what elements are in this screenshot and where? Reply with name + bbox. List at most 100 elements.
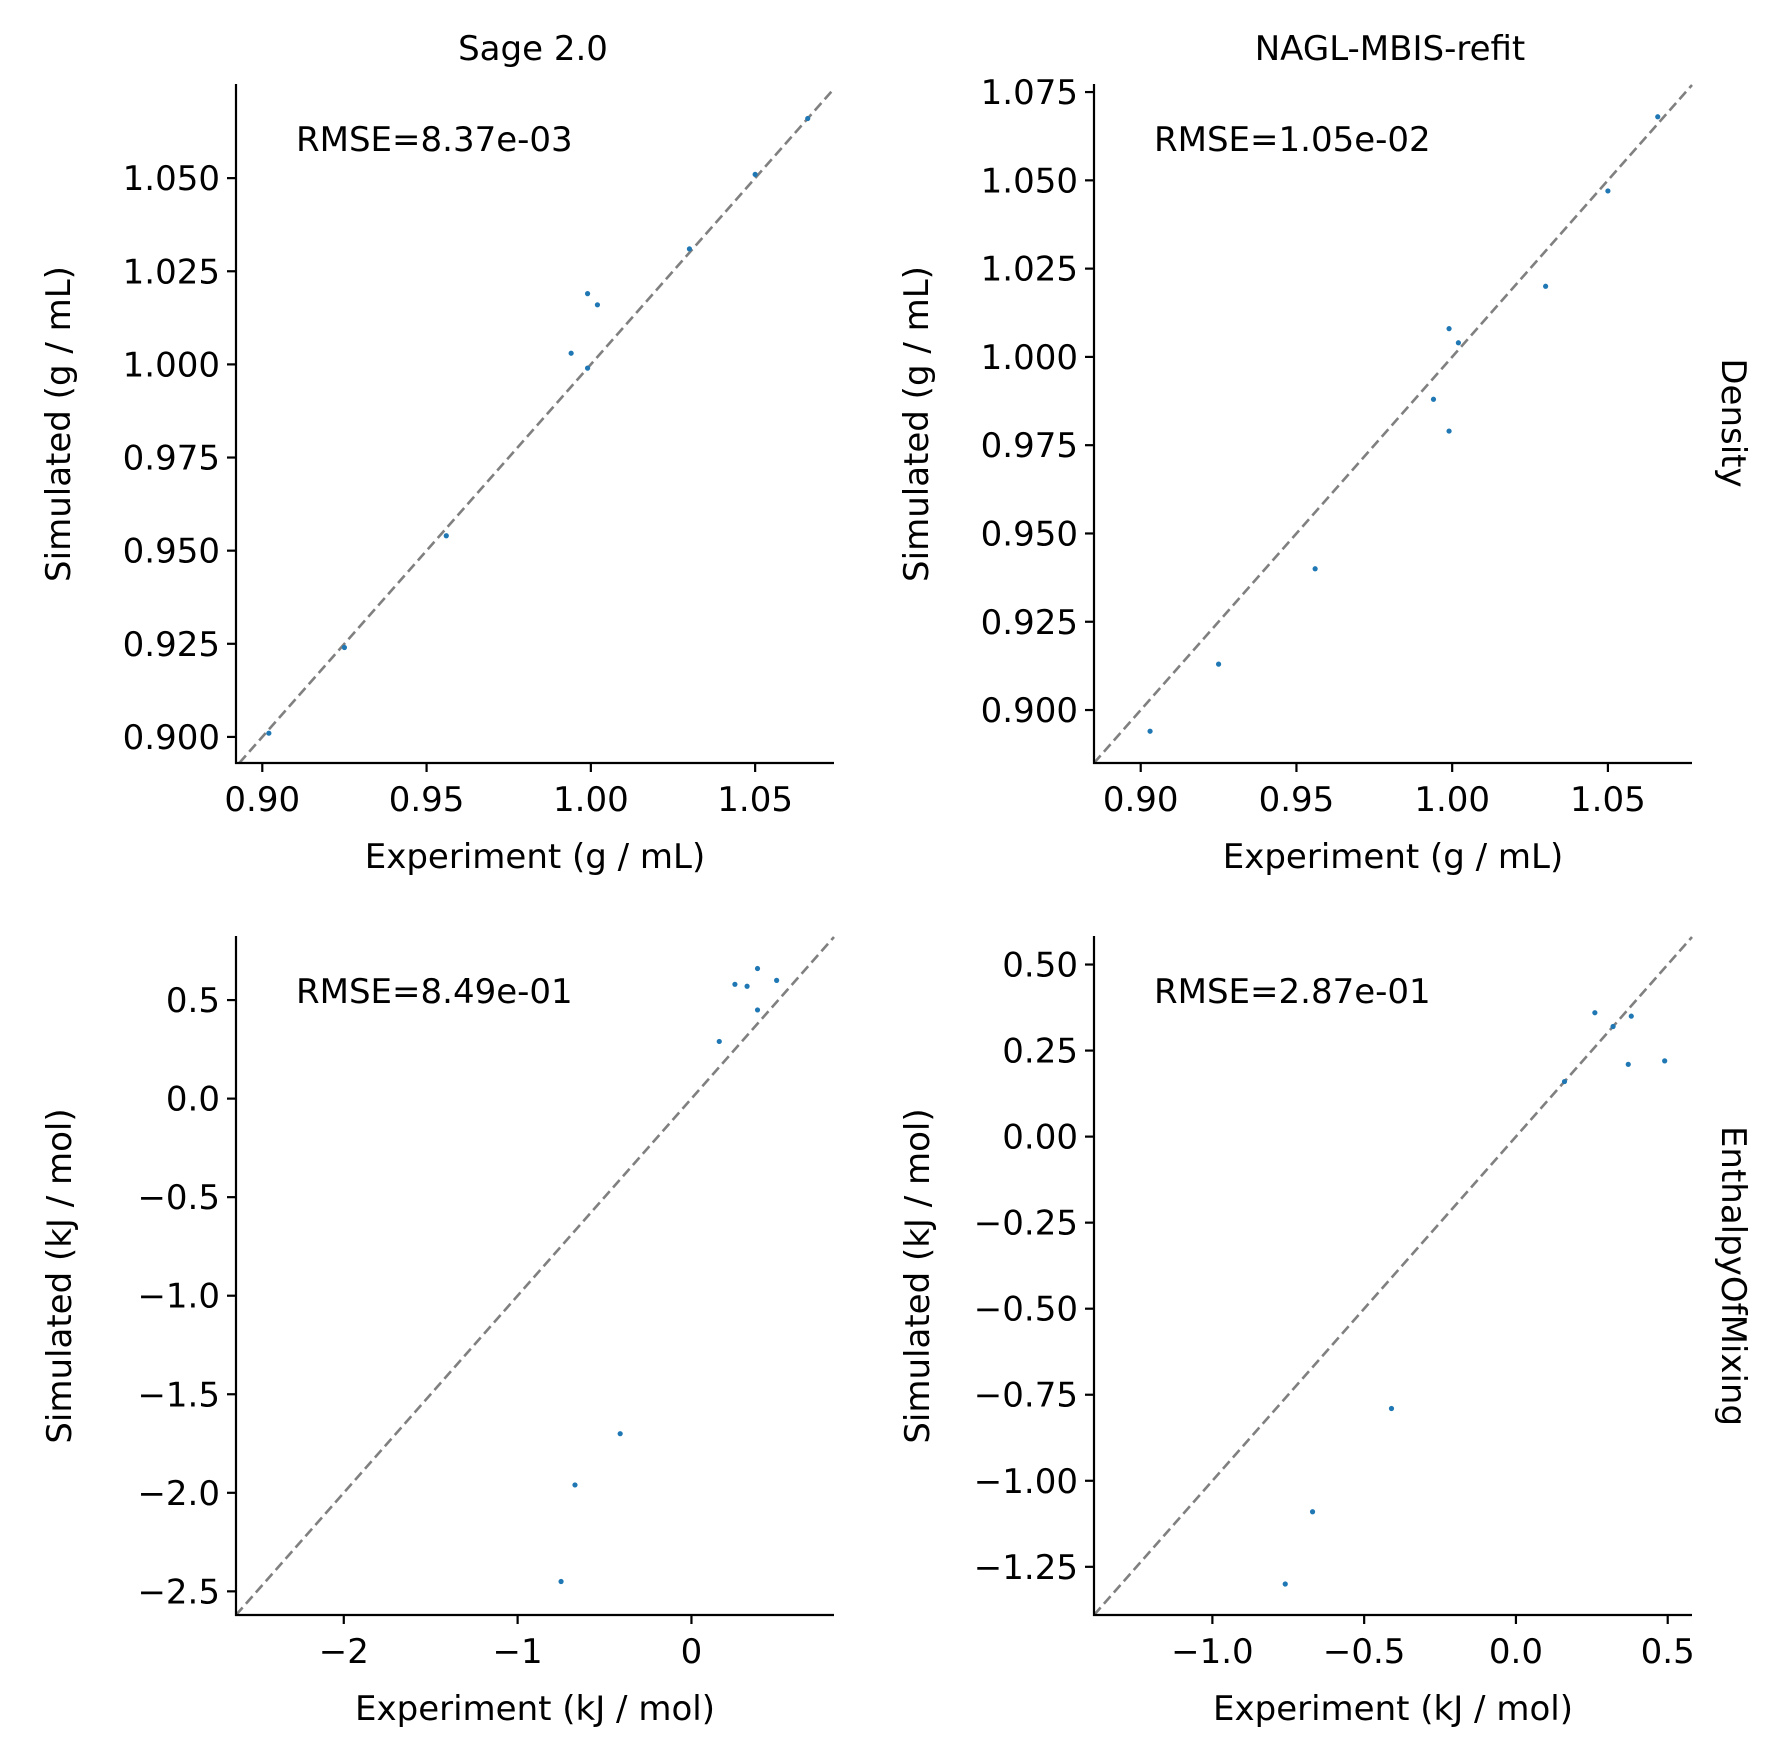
data-point xyxy=(558,1578,564,1585)
data-point xyxy=(584,365,591,371)
y-tick-label: −1.5 xyxy=(137,1375,220,1415)
y-tick-label: −1.0 xyxy=(137,1277,220,1317)
y-tick-label: 0.950 xyxy=(981,514,1078,554)
data-point xyxy=(752,171,758,178)
x-axis-title: Experiment (kJ / mol) xyxy=(355,1689,715,1729)
x-tick-label: −1 xyxy=(493,1632,543,1672)
y-tick-label: −0.50 xyxy=(974,1290,1078,1330)
y-tick-label: 1.000 xyxy=(123,345,220,385)
data-point xyxy=(1625,1061,1631,1067)
y-tick-label: 1.050 xyxy=(981,161,1078,201)
y-tick-label: 1.025 xyxy=(981,250,1078,290)
y-tick-label: 0.25 xyxy=(1002,1032,1078,1072)
data-point xyxy=(1662,1058,1668,1064)
data-point xyxy=(572,1482,578,1488)
x-tick-label: 0.0 xyxy=(1489,1632,1543,1672)
data-point xyxy=(1388,1405,1395,1412)
x-tick-label: 0.5 xyxy=(1641,1632,1695,1672)
data-point xyxy=(443,533,449,539)
data-point xyxy=(1455,340,1462,346)
y-tick-label: 0.0 xyxy=(166,1080,220,1120)
x-tick-label: 0.90 xyxy=(1103,780,1179,820)
y-tick-label: 0.50 xyxy=(1002,946,1078,986)
data-point xyxy=(732,981,738,987)
y-tick-label: 0.900 xyxy=(123,718,220,758)
identity-line xyxy=(1093,936,1693,1616)
x-tick-label: −0.5 xyxy=(1323,1632,1406,1672)
identity-line xyxy=(1093,84,1693,764)
y-tick-label: 0.00 xyxy=(1002,1118,1078,1158)
y-tick-label: −0.25 xyxy=(974,1204,1078,1244)
data-point xyxy=(744,983,750,989)
data-point xyxy=(1592,1010,1598,1016)
y-tick-label: 1.075 xyxy=(981,73,1078,113)
row-title-enthalpy: EnthalpyOfMixing xyxy=(1713,1126,1753,1426)
x-tick-label: −1.0 xyxy=(1171,1632,1254,1672)
y-tick-label: 0.975 xyxy=(981,426,1078,466)
data-point xyxy=(1446,326,1452,332)
y-tick-label: 0.950 xyxy=(123,532,220,572)
rmse-annotation: RMSE=1.05e-02 xyxy=(1154,120,1431,160)
x-tick-label: −2 xyxy=(319,1632,369,1672)
data-point xyxy=(1446,428,1452,434)
panel-density-nagl: 0.90 0.95 1.00 1.05 0.900 0.925 0.950 0.975 1.00… xyxy=(897,73,1693,877)
x-tick-label: 1.00 xyxy=(1414,780,1490,820)
data-point xyxy=(1215,661,1222,667)
row-title-density: Density xyxy=(1713,358,1753,487)
data-point xyxy=(266,730,272,736)
y-axis-title: Simulated (g / mL) xyxy=(39,266,79,582)
y-tick-label: −1.25 xyxy=(974,1548,1078,1588)
y-tick-label: −2.5 xyxy=(137,1572,220,1612)
x-tick-label: 1.05 xyxy=(1570,780,1646,820)
x-tick-label: 1.05 xyxy=(717,780,793,820)
rmse-annotation: RMSE=8.37e-03 xyxy=(296,120,573,160)
y-axis-title: Simulated (kJ / mol) xyxy=(40,1108,80,1443)
y-tick-label: −2.0 xyxy=(137,1474,220,1514)
y-tick-label: 0.925 xyxy=(981,603,1078,643)
data-point xyxy=(754,1007,761,1013)
data-point xyxy=(1147,728,1153,734)
data-point xyxy=(686,246,693,252)
y-tick-label: 0.5 xyxy=(166,981,220,1021)
x-tick-label: 0.90 xyxy=(224,780,300,820)
data-point xyxy=(617,1431,623,1437)
data-point xyxy=(716,1038,722,1045)
x-tick-label: 0 xyxy=(681,1632,703,1672)
rmse-annotation: RMSE=8.49e-01 xyxy=(296,972,573,1012)
panel-enthalpy-nagl: −1.0 −0.5 0.0 0.5 −1.25 −1.00 −0.75 −0.50 −0.25 0… xyxy=(898,936,1695,1729)
column-title-sage: Sage 2.0 xyxy=(458,29,608,69)
y-tick-label: −1.00 xyxy=(974,1462,1078,1502)
data-point xyxy=(594,302,601,308)
x-axis-title: Experiment (kJ / mol) xyxy=(1213,1689,1573,1729)
data-point xyxy=(1655,114,1661,120)
column-title-nagl: NAGL-MBIS-refit xyxy=(1255,29,1526,69)
y-axis-title: Simulated (g / mL) xyxy=(897,266,937,582)
x-axis-title: Experiment (g / mL) xyxy=(1223,837,1564,877)
data-point xyxy=(754,965,761,972)
data-point xyxy=(1282,1581,1288,1587)
x-tick-label: 0.95 xyxy=(1259,780,1335,820)
x-tick-label: 0.95 xyxy=(389,780,465,820)
x-tick-label: 1.00 xyxy=(553,780,629,820)
data-point xyxy=(1312,566,1318,572)
data-point xyxy=(1605,188,1611,194)
y-tick-label: −0.5 xyxy=(137,1178,220,1218)
y-tick-label: 1.000 xyxy=(981,338,1078,378)
data-point xyxy=(805,115,811,122)
data-point xyxy=(568,350,574,356)
identity-line xyxy=(238,87,835,764)
data-point xyxy=(1628,1013,1634,1019)
data-point xyxy=(1610,1023,1616,1030)
data-point xyxy=(774,977,780,983)
panel-enthalpy-sage: −2 −1 0 −2.5 −2.0 −1.5 −1.0 −0.5 0.0 0.5 Experimen… xyxy=(40,936,835,1729)
identity-line xyxy=(235,936,835,1616)
x-axis-title: Experiment (g / mL) xyxy=(365,837,706,877)
data-point xyxy=(584,291,591,297)
y-tick-label: 0.900 xyxy=(981,691,1078,731)
data-point xyxy=(1543,283,1549,289)
panel-density-sage: 0.90 0.95 1.00 1.05 0.900 0.925 0.950 0.975 1.00… xyxy=(39,84,835,877)
rmse-annotation: RMSE=2.87e-01 xyxy=(1154,972,1431,1012)
y-tick-label: 1.050 xyxy=(123,159,220,199)
y-tick-label: −0.75 xyxy=(974,1376,1078,1416)
